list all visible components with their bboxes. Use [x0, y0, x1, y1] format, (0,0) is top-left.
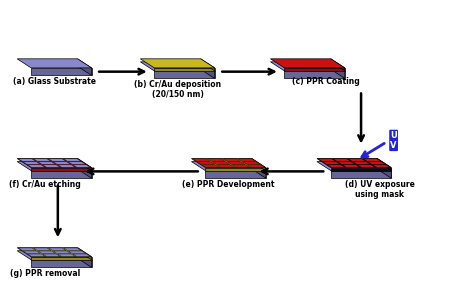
- Polygon shape: [331, 62, 345, 78]
- Polygon shape: [31, 260, 91, 267]
- Polygon shape: [53, 162, 71, 164]
- Polygon shape: [368, 162, 385, 164]
- Polygon shape: [212, 162, 230, 164]
- Polygon shape: [331, 59, 345, 71]
- Polygon shape: [348, 159, 366, 161]
- Polygon shape: [58, 254, 75, 257]
- Polygon shape: [201, 59, 215, 71]
- Polygon shape: [18, 159, 36, 161]
- Polygon shape: [192, 159, 210, 161]
- Polygon shape: [333, 159, 351, 161]
- Polygon shape: [17, 162, 91, 170]
- Polygon shape: [271, 59, 345, 68]
- Polygon shape: [43, 165, 60, 167]
- Polygon shape: [140, 59, 215, 68]
- Polygon shape: [247, 165, 264, 167]
- Polygon shape: [208, 159, 225, 161]
- Text: (c) PPR Coating: (c) PPR Coating: [292, 77, 360, 86]
- Text: (a) Glass Substrate: (a) Glass Substrate: [13, 77, 96, 86]
- Polygon shape: [38, 162, 55, 164]
- Polygon shape: [23, 162, 40, 164]
- Polygon shape: [364, 159, 381, 161]
- Polygon shape: [78, 59, 91, 75]
- Polygon shape: [68, 162, 86, 164]
- Polygon shape: [33, 248, 51, 250]
- Polygon shape: [27, 165, 45, 167]
- Polygon shape: [140, 62, 215, 71]
- Polygon shape: [191, 162, 266, 170]
- Polygon shape: [18, 248, 36, 250]
- Polygon shape: [323, 162, 340, 164]
- Polygon shape: [317, 162, 391, 170]
- Polygon shape: [205, 170, 266, 178]
- Polygon shape: [252, 162, 266, 178]
- Text: (d) UV exposure
using mask: (d) UV exposure using mask: [345, 180, 415, 199]
- Polygon shape: [373, 165, 390, 167]
- Polygon shape: [331, 170, 391, 178]
- Polygon shape: [223, 159, 240, 161]
- Polygon shape: [331, 168, 391, 170]
- Polygon shape: [243, 162, 260, 164]
- Polygon shape: [217, 165, 235, 167]
- Polygon shape: [238, 159, 255, 161]
- Polygon shape: [78, 248, 91, 260]
- Text: (f) Cr/Au etching: (f) Cr/Au etching: [9, 180, 81, 189]
- Polygon shape: [23, 251, 40, 253]
- Polygon shape: [317, 159, 391, 168]
- Polygon shape: [338, 162, 356, 164]
- Text: (g) PPR removal: (g) PPR removal: [10, 269, 80, 278]
- Polygon shape: [284, 71, 345, 78]
- Polygon shape: [202, 165, 219, 167]
- Polygon shape: [353, 162, 370, 164]
- Polygon shape: [205, 168, 266, 170]
- Polygon shape: [17, 159, 91, 168]
- Polygon shape: [17, 248, 91, 257]
- Polygon shape: [357, 165, 375, 167]
- Polygon shape: [73, 254, 91, 257]
- Polygon shape: [64, 248, 81, 250]
- Polygon shape: [252, 159, 266, 170]
- Polygon shape: [48, 159, 66, 161]
- Polygon shape: [17, 59, 91, 68]
- Polygon shape: [31, 170, 91, 178]
- Polygon shape: [27, 254, 45, 257]
- Polygon shape: [78, 251, 91, 267]
- Polygon shape: [271, 62, 345, 71]
- Polygon shape: [377, 162, 391, 178]
- Polygon shape: [68, 251, 86, 253]
- Polygon shape: [31, 168, 91, 170]
- Polygon shape: [318, 159, 336, 161]
- Polygon shape: [342, 165, 360, 167]
- Polygon shape: [31, 257, 91, 260]
- Polygon shape: [78, 162, 91, 178]
- Polygon shape: [154, 68, 215, 71]
- Polygon shape: [328, 165, 345, 167]
- Polygon shape: [284, 68, 345, 71]
- Polygon shape: [43, 254, 60, 257]
- Polygon shape: [154, 71, 215, 78]
- Polygon shape: [228, 162, 245, 164]
- Polygon shape: [17, 251, 91, 260]
- Polygon shape: [73, 165, 91, 167]
- Polygon shape: [64, 159, 81, 161]
- Polygon shape: [232, 165, 250, 167]
- Polygon shape: [33, 159, 51, 161]
- Polygon shape: [377, 159, 391, 170]
- Polygon shape: [31, 68, 91, 75]
- Polygon shape: [58, 165, 75, 167]
- Polygon shape: [201, 62, 215, 78]
- Polygon shape: [191, 159, 266, 168]
- Polygon shape: [38, 251, 55, 253]
- Polygon shape: [53, 251, 71, 253]
- Text: (e) PPR Development: (e) PPR Development: [182, 180, 275, 189]
- Text: (b) Cr/Au deposition
(20/150 nm): (b) Cr/Au deposition (20/150 nm): [134, 80, 221, 99]
- Polygon shape: [197, 162, 215, 164]
- Polygon shape: [78, 159, 91, 170]
- Text: U
V: U V: [390, 131, 397, 150]
- Polygon shape: [48, 248, 66, 250]
